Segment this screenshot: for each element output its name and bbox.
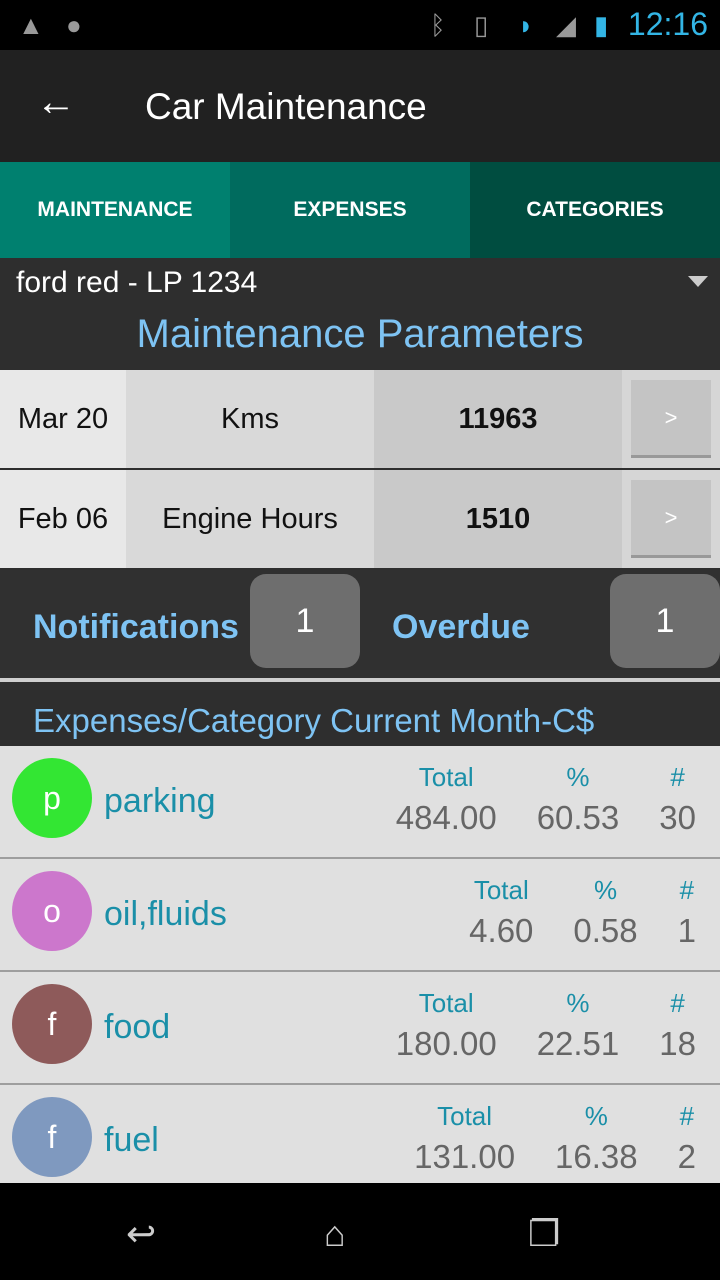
tab-maintenance[interactable]: MAINTENANCE bbox=[0, 162, 230, 258]
parameters-table: Mar 20 Kms 11963 > Feb 06 Engine Hours 1… bbox=[0, 370, 720, 570]
parameter-button-cell: > bbox=[622, 370, 720, 468]
count-stat: #18 bbox=[659, 988, 696, 1063]
total-stat: Total 180.00 bbox=[396, 988, 497, 1063]
list-item[interactable]: f food Total 180.00 % 22.51 #18 bbox=[0, 972, 720, 1085]
percent-value: 16.38 bbox=[555, 1138, 638, 1175]
total-header: Total bbox=[437, 1101, 493, 1131]
count-header: # bbox=[679, 1101, 695, 1131]
parameters-title: Maintenance Parameters bbox=[136, 312, 584, 356]
android-icon: ● bbox=[66, 10, 82, 40]
category-name: oil,fluids bbox=[104, 895, 227, 933]
percent-value: 22.51 bbox=[536, 1025, 620, 1062]
arrow-left-icon[interactable]: ← bbox=[36, 80, 76, 124]
percent-stat: % 60.53 bbox=[537, 762, 620, 837]
parameter-button-cell: > bbox=[622, 470, 720, 568]
percent-header: % bbox=[584, 1101, 608, 1131]
divider bbox=[0, 678, 720, 682]
recents-nav-icon[interactable]: ❐ bbox=[528, 1213, 561, 1254]
battery-charging-icon: ▮ bbox=[594, 10, 609, 40]
count-stat: #2 bbox=[678, 1101, 696, 1176]
percent-stat: % 0.58 bbox=[573, 875, 637, 950]
overdue-label: Overdue bbox=[392, 608, 530, 646]
update-engine-hours-button[interactable]: > bbox=[631, 480, 711, 558]
percent-header: % bbox=[593, 875, 618, 905]
category-stats: Total 484.00 % 60.53 #30 bbox=[396, 762, 696, 837]
notifications-bar: Notifications 1 Overdue 1 bbox=[0, 570, 720, 678]
vibrate-icon: ▯ bbox=[474, 10, 489, 40]
total-header: Total bbox=[473, 875, 529, 905]
total-header: Total bbox=[418, 988, 474, 1018]
category-name: parking bbox=[104, 782, 216, 820]
warning-icon: ▲ bbox=[18, 10, 44, 40]
total-stat: Total 131.00 bbox=[414, 1101, 515, 1176]
parameter-row: Feb 06 Engine Hours 1510 > bbox=[0, 470, 720, 568]
category-expense-list[interactable]: p parking Total 484.00 % 60.53 #30 o oil,f… bbox=[0, 746, 720, 1183]
count-value: 30 bbox=[659, 799, 696, 836]
total-header: Total bbox=[418, 762, 474, 792]
percent-value: 60.53 bbox=[536, 799, 620, 836]
home-nav-icon[interactable]: ⌂ bbox=[324, 1213, 346, 1254]
signal-icon: ◢ bbox=[556, 10, 576, 40]
parameter-date: Feb 06 bbox=[0, 470, 126, 568]
status-bar: ▲ ● ᛒ ▯ ◗ ◢ ▮ 12:16 bbox=[0, 0, 720, 50]
count-header: # bbox=[670, 762, 685, 792]
parameter-date: Mar 20 bbox=[0, 370, 126, 468]
parameter-name: Engine Hours bbox=[126, 470, 374, 568]
category-avatar: o bbox=[12, 871, 92, 951]
total-value: 4.60 bbox=[469, 912, 534, 949]
category-avatar: f bbox=[12, 984, 92, 1064]
count-value: 18 bbox=[659, 1025, 696, 1062]
back-nav-icon[interactable]: ↩ bbox=[126, 1213, 157, 1254]
update-kms-button[interactable]: > bbox=[631, 380, 711, 458]
parameter-value: 11963 bbox=[374, 370, 622, 468]
percent-header: % bbox=[566, 762, 590, 792]
action-bar: ← Car Maintenance bbox=[0, 50, 720, 162]
wifi-icon: ◗ bbox=[518, 10, 534, 40]
vehicle-selected: ford red - LP 1234 bbox=[16, 266, 258, 299]
category-stats: Total 131.00 % 16.38 #2 bbox=[414, 1101, 696, 1176]
tab-bar: MAINTENANCE EXPENSES CATEGORIES bbox=[0, 162, 720, 258]
percent-value: 0.58 bbox=[573, 912, 638, 949]
count-header: # bbox=[670, 988, 685, 1018]
tab-categories[interactable]: CATEGORIES bbox=[470, 162, 720, 258]
category-name: food bbox=[104, 1008, 171, 1046]
bluetooth-icon: ᛒ bbox=[430, 10, 446, 40]
list-item[interactable]: p parking Total 484.00 % 60.53 #30 bbox=[0, 746, 720, 859]
list-item[interactable]: o oil,fluids Total 4.60 % 0.58 #1 bbox=[0, 859, 720, 972]
parameter-name: Kms bbox=[126, 370, 374, 468]
notifications-label: Notifications bbox=[33, 608, 239, 646]
percent-stat: % 16.38 bbox=[555, 1101, 638, 1176]
expenses-title: Expenses/Category Current Month-C$ bbox=[33, 702, 595, 739]
category-stats: Total 180.00 % 22.51 #18 bbox=[396, 988, 696, 1063]
count-stat: #1 bbox=[678, 875, 696, 950]
category-avatar: p bbox=[12, 758, 92, 838]
notifications-count-button[interactable]: 1 bbox=[250, 574, 360, 668]
parameter-value: 1510 bbox=[374, 470, 622, 568]
category-name: fuel bbox=[104, 1121, 159, 1159]
total-value: 180.00 bbox=[395, 1025, 497, 1062]
count-header: # bbox=[679, 875, 695, 905]
percent-stat: % 22.51 bbox=[537, 988, 620, 1063]
app-title: Car Maintenance bbox=[145, 86, 427, 127]
count-stat: #30 bbox=[659, 762, 696, 837]
category-stats: Total 4.60 % 0.58 #1 bbox=[469, 875, 696, 950]
tab-expenses[interactable]: EXPENSES bbox=[230, 162, 470, 258]
overdue-count-button[interactable]: 1 bbox=[610, 574, 720, 668]
total-stat: Total 4.60 bbox=[469, 875, 533, 950]
navigation-bar: ↩ ⌂ ❐ bbox=[0, 1183, 720, 1280]
dropdown-caret-icon bbox=[688, 276, 708, 287]
count-value: 2 bbox=[677, 1138, 696, 1175]
percent-header: % bbox=[566, 988, 590, 1018]
list-item[interactable]: f fuel Total 131.00 % 16.38 #2 bbox=[0, 1085, 720, 1183]
total-stat: Total 484.00 bbox=[396, 762, 497, 837]
clock: 12:16 bbox=[627, 6, 708, 42]
total-value: 484.00 bbox=[395, 799, 497, 836]
vehicle-spinner[interactable]: ford red - LP 1234 bbox=[0, 258, 720, 306]
parameter-row: Mar 20 Kms 11963 > bbox=[0, 370, 720, 468]
count-value: 1 bbox=[677, 912, 696, 949]
category-avatar: f bbox=[12, 1097, 92, 1177]
total-value: 131.00 bbox=[414, 1138, 516, 1175]
